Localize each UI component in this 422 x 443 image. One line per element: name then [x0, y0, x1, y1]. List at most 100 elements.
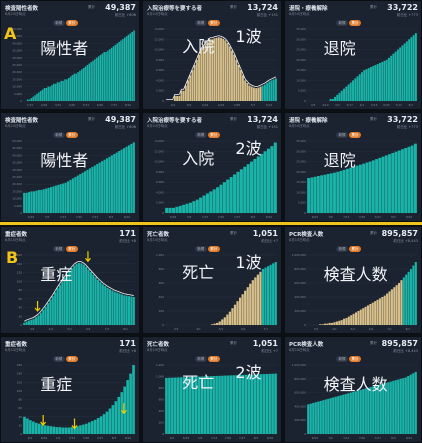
y-tick-label: 200: [159, 421, 165, 425]
toggle-cumulative-button[interactable]: 累計: [65, 20, 78, 26]
bar: [264, 267, 267, 325]
toggle-new-button[interactable]: 新規: [194, 356, 207, 362]
y-tick-label: 140: [17, 262, 23, 266]
bar: [49, 86, 51, 101]
bar: [365, 69, 368, 101]
toggle-new-button[interactable]: 新規: [52, 246, 65, 252]
bar: [118, 293, 121, 325]
toggle-cumulative-button[interactable]: 累計: [65, 132, 78, 138]
x-tick-label: 5/1: [351, 327, 356, 331]
y-tick-label: 160: [17, 363, 23, 367]
y-tick-label: 45,000: [12, 34, 22, 38]
toggle-cumulative-button[interactable]: 累計: [65, 246, 78, 252]
toggle-new-button[interactable]: 新規: [194, 132, 207, 138]
toggle-cumulative-button[interactable]: 累計: [349, 356, 362, 362]
bar: [357, 390, 360, 434]
bar: [333, 322, 336, 325]
y-tick-label: 40: [18, 415, 22, 419]
bar: [228, 311, 232, 325]
bar: [23, 416, 26, 434]
bar: [168, 377, 171, 434]
chart-panel: 重症者数 8月10日時点 171 前日比 +8 新規 累計 160 140 120 100 80 60…: [0, 226, 140, 334]
bar: [42, 189, 45, 213]
bar: [339, 170, 343, 213]
bar: [86, 169, 89, 213]
bar: [352, 80, 354, 101]
bar: [333, 172, 336, 213]
panel-delta: 前日比 +151: [256, 125, 278, 129]
toggle-new-button[interactable]: 新規: [336, 132, 349, 138]
x-tick-label: 7/13: [396, 103, 403, 107]
x-tick-label: 6/29: [28, 215, 35, 219]
toggle-new-button[interactable]: 新規: [336, 20, 349, 26]
bar: [113, 291, 116, 325]
bar: [105, 158, 109, 213]
x-tick-label: 7/27: [92, 215, 99, 219]
bar: [412, 35, 415, 101]
bar: [85, 266, 88, 325]
arrow-icon: [34, 301, 41, 312]
bar: [84, 171, 87, 213]
y-tick-label: 20,000: [296, 170, 306, 174]
bar: [81, 69, 83, 101]
toggle-cumulative-button[interactable]: 累計: [349, 132, 362, 138]
bar: [90, 62, 92, 101]
toggle-new-button[interactable]: 新規: [336, 356, 349, 362]
bar: [116, 292, 119, 325]
chart-panel: 検査陽性者数 8月10日時点 49,387 累計 前日比 +806 新規 累計 50,000 4…: [0, 0, 140, 110]
x-tick-label: 7/27: [234, 215, 241, 219]
x-tick-label: 7/27: [375, 215, 382, 219]
toggle-cumulative-button[interactable]: 累計: [349, 20, 362, 26]
bar: [317, 401, 320, 434]
toggle-new-button[interactable]: 新規: [52, 356, 65, 362]
panel-title: 死亡者数: [147, 342, 170, 348]
bar: [259, 271, 262, 325]
chart-panel: PCR検査人数 8月10日時点 895,857 累計 前日比 +8,443 新規 累計 1,0…: [284, 226, 422, 334]
toggle-cumulative-button[interactable]: 累計: [207, 246, 220, 252]
bar: [87, 422, 91, 434]
bar: [309, 403, 312, 434]
toggle-cumulative-button[interactable]: 累計: [207, 20, 220, 26]
x-tick-label: 8/1: [409, 103, 414, 107]
toggle-cumulative-button[interactable]: 累計: [207, 132, 220, 138]
panel-date: 8月10日時点: [5, 348, 26, 352]
toggle-new-button[interactable]: 新規: [194, 20, 207, 26]
bar: [88, 168, 92, 213]
bar: [255, 88, 258, 101]
y-tick-label: 40,000: [12, 153, 22, 157]
bar: [80, 263, 83, 325]
toggle-new-button[interactable]: 新規: [194, 246, 207, 252]
bar: [111, 405, 115, 434]
overlay-label: 重症: [40, 265, 73, 284]
bar: [105, 52, 107, 101]
bar: [381, 61, 384, 101]
x-tick-label: 2/29: [41, 103, 48, 107]
bar: [263, 151, 267, 213]
bar: [261, 269, 265, 325]
x-tick-label: 3/31: [55, 103, 62, 107]
x-tick-label: 4/9: [187, 103, 192, 107]
bar: [173, 95, 176, 101]
toggle-new-button[interactable]: 新規: [52, 132, 65, 138]
panel-total: 33,722: [387, 3, 418, 12]
x-tick-label: 6/1: [28, 436, 33, 440]
bar: [209, 376, 213, 434]
bar: [363, 70, 366, 101]
bar: [229, 375, 233, 434]
toggle-new-button[interactable]: 新規: [336, 246, 349, 252]
toggle-cumulative-button[interactable]: 累計: [207, 356, 220, 362]
overlay-label: 死亡: [182, 373, 215, 392]
bar: [236, 301, 239, 325]
bar: [32, 96, 35, 101]
overlay-label: 検査人数: [323, 375, 388, 394]
bar-chart: 50,000 45,000 40,000 35,000 30,000 25,000 20,0…: [12, 139, 135, 219]
panel-title: PCR検査人数: [289, 342, 324, 348]
toggle-new-button[interactable]: 新規: [52, 20, 65, 26]
bar: [39, 312, 42, 325]
toggle-cumulative-button[interactable]: 累計: [65, 356, 78, 362]
bar: [231, 308, 234, 325]
bar: [56, 288, 59, 325]
bar: [229, 177, 233, 213]
bar: [97, 56, 100, 101]
toggle-cumulative-button[interactable]: 累計: [349, 246, 362, 252]
